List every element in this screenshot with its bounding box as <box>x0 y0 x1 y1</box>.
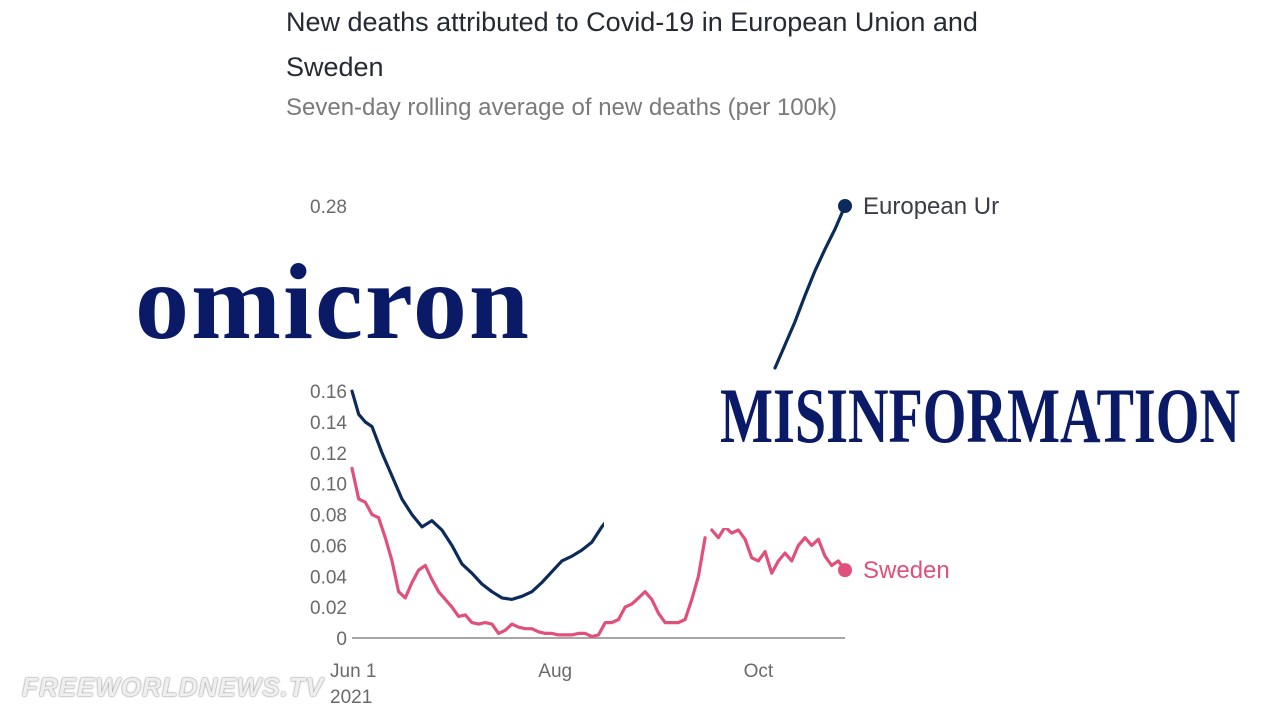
misinformation-backdrop <box>604 370 1232 528</box>
y-tick-label: 0.10 <box>310 475 347 496</box>
y-tick-label: 0.16 <box>310 382 347 403</box>
series-line-0 <box>350 389 614 602</box>
series-end-marker <box>838 563 852 578</box>
y-tick-label: 0.14 <box>310 413 347 434</box>
x-tick-label: Oct <box>744 661 774 682</box>
y-tick-label: 0.06 <box>310 536 347 557</box>
y-tick-label: 0.02 <box>310 598 347 619</box>
series-line-1 <box>773 204 847 370</box>
y-tick-label: 0.28 <box>310 197 347 218</box>
series-end-marker <box>838 199 852 213</box>
y-tick-label: 0 <box>336 629 347 650</box>
series-line-2 <box>350 466 707 639</box>
legend-label: European Ur <box>863 193 999 220</box>
chart-title: New deaths attributed to Covid-19 in Eur… <box>286 7 978 82</box>
watermark-logo: FREEWORLDNEWS.TV <box>22 672 324 702</box>
x-tick-label: Aug <box>538 661 572 682</box>
misinformation-overlay-text: MISINFORMATION <box>720 372 1241 459</box>
y-tick-label: 0.04 <box>310 567 347 588</box>
omicron-overlay-text: omicron <box>135 243 531 362</box>
y-tick-label: 0.08 <box>310 506 347 527</box>
x-tick-label: Jun 1 <box>330 661 376 682</box>
omicron-backdrop <box>50 222 678 370</box>
series-line-3 <box>710 525 847 575</box>
legend-label: Sweden <box>863 557 950 584</box>
chart-subtitle: Seven-day rolling average of new deaths … <box>286 94 837 121</box>
x-tick-year-label: 2021 <box>330 687 372 708</box>
y-tick-label: 0.12 <box>310 444 347 465</box>
